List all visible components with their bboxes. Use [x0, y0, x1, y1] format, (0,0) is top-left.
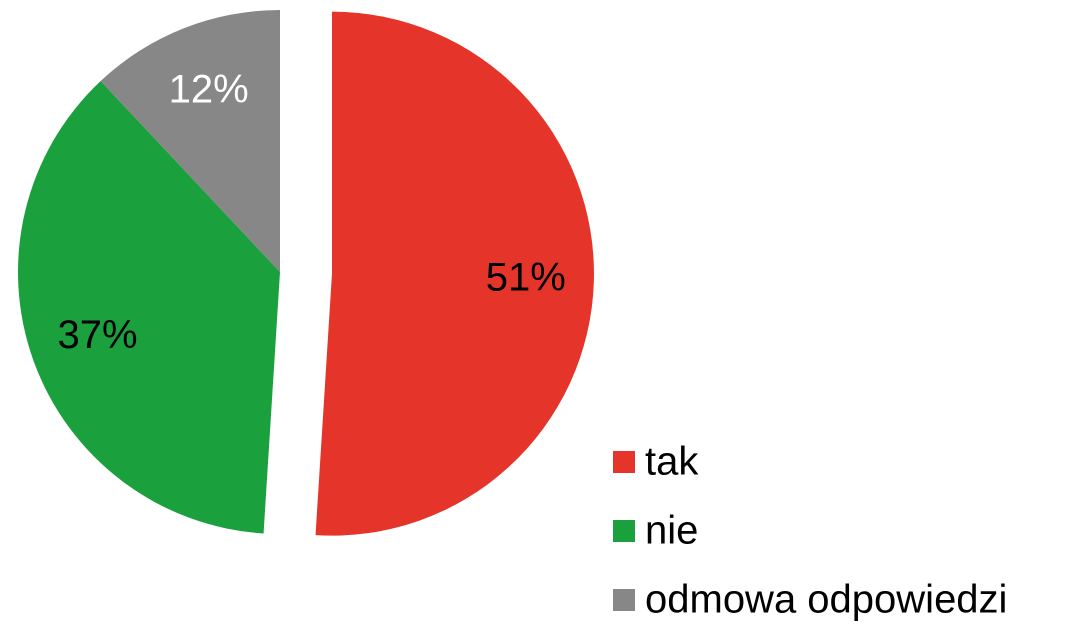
data-label: 51%	[486, 255, 566, 299]
data-label: 37%	[58, 313, 138, 357]
data-label: 12%	[169, 67, 249, 111]
pie-slice	[17, 81, 281, 534]
legend-label: nie	[645, 509, 698, 553]
pie-slice	[315, 11, 594, 536]
legend-label: tak	[645, 440, 699, 484]
legend-swatch	[613, 520, 635, 542]
legend-label: odmowa odpowiedzi	[645, 578, 1007, 622]
pie-slice	[100, 10, 281, 272]
legend-swatch	[613, 589, 635, 611]
legend-swatch	[613, 451, 635, 473]
